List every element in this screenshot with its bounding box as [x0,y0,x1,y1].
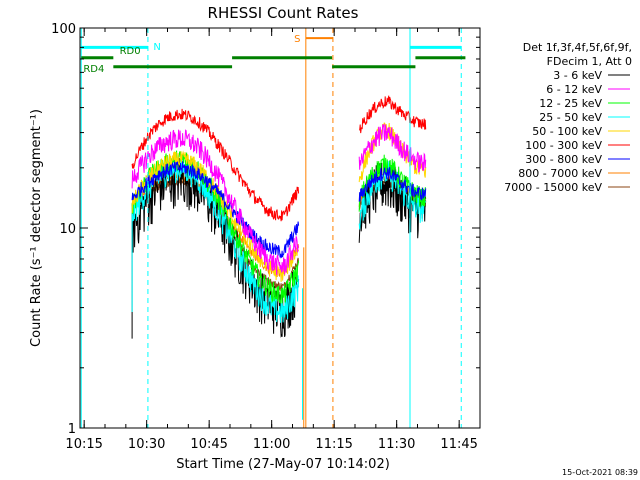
series-5-segment-2 [359,95,427,134]
x-tick-label: 10:45 [190,437,227,452]
x-tick-label: 10:30 [128,437,165,452]
y-axis-label: Count Rate (s⁻¹ detector segment⁻¹) [29,109,44,347]
series-1-segment-1 [131,129,299,276]
series-1-segment-2 [358,123,427,173]
legend-entry-label: 300 - 800 keV [525,153,602,166]
x-tick-label: 11:15 [315,437,352,452]
legend: Det 1f,3f,4f,5f,6f,9f,FDecim 1, Att 03 -… [504,41,632,194]
x-tick-label: 11:45 [440,437,477,452]
legend-entry-label: 800 - 7000 keV [518,167,602,180]
x-tick-label: 10:15 [65,437,102,452]
legend-entry-label: 3 - 6 keV [553,69,602,82]
series-6-segment-1 [131,161,300,259]
timestamp-label: 15-Oct-2021 08:39 [562,468,638,477]
y-tick-label: 1 [68,422,76,437]
series-6-segment-2 [358,167,427,202]
plot-area: N S RD0 RD4 [80,28,466,428]
y-tick-label: 10 [59,222,76,237]
chart-title: RHESSI Count Rates [208,4,359,22]
legend-entry-label: 25 - 50 keV [539,111,602,124]
x-tick-label: 11:00 [253,437,290,452]
series-1-line [131,123,427,276]
legend-header-line: Det 1f,3f,4f,5f,6f,9f, [523,41,632,54]
legend-header-line: FDecim 1, Att 0 [547,55,632,68]
x-tick-label: 11:30 [378,437,415,452]
series-5-segment-1 [131,108,300,222]
series-2-segment-2 [358,154,427,212]
legend-entry-label: 7000 - 15000 keV [504,181,602,194]
night-annotation: N [153,42,160,53]
series-5-line [131,95,427,222]
legend-entry-label: 100 - 300 keV [525,139,602,152]
saa-annotation: S [294,34,300,45]
decim-rd4-annotation: RD4 [83,64,104,75]
legend-entry-label: 6 - 12 keV [546,83,602,96]
series-6-line [131,161,427,259]
legend-entry-label: 12 - 25 keV [539,97,602,110]
legend-entry-label: 50 - 100 keV [532,125,602,138]
y-tick-label: 100 [51,22,76,37]
x-axis-label: Start Time (27-May-07 10:14:02) [176,457,390,472]
decim-rd0-annotation: RD0 [120,46,141,57]
axes: 10:15 10:30 10:45 11:00 11:15 11:30 11:45 1 10 10… [51,22,481,452]
